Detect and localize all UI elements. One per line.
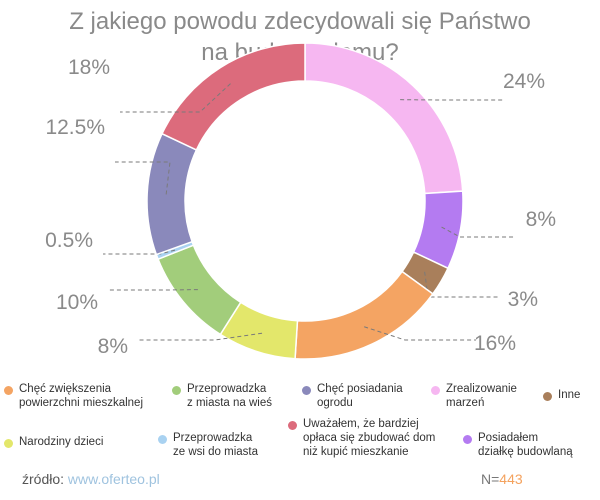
slice-value-label: 24% (503, 70, 545, 93)
legend-item: Chęć zwiększenia powierzchni mieszkalnej (4, 382, 143, 410)
legend-swatch (431, 386, 440, 395)
donut-slice (157, 244, 242, 336)
donut-slice (161, 42, 306, 151)
legend-label: Chęć posiadania ogrodu (317, 383, 403, 409)
leader-line (138, 332, 263, 341)
slice-value-label: 12.5% (45, 116, 105, 139)
legend-swatch (288, 421, 297, 430)
legend-label: Przeprowadzka z miasta na wieś (187, 383, 273, 409)
slice-value-label: 0.5% (45, 229, 93, 252)
slice-value-label: 8% (98, 335, 128, 358)
donut-slice (146, 132, 198, 256)
donut-slice (304, 42, 464, 195)
slice-value-label: 16% (474, 332, 516, 355)
legend-item: Inne (543, 388, 580, 402)
donut-slice (294, 270, 434, 360)
leader-line (120, 83, 231, 113)
legend-label: Zrealizowanie marzeń (446, 383, 517, 409)
legend-item: Posiadałem działkę budowlaną (463, 431, 573, 459)
legend-label: Przeprowadzka ze wsi do miasta (173, 432, 259, 458)
leader-line (424, 271, 498, 298)
legend-item: Narodziny dzieci (4, 435, 103, 449)
legend-swatch (4, 386, 13, 395)
legend-label: Narodziny dzieci (19, 436, 104, 448)
legend-label: Inne (558, 389, 581, 401)
legend-item: Chęć posiadania ogrodu (302, 382, 403, 410)
legend-swatch (543, 392, 552, 401)
sample-size: N=443 (481, 471, 523, 487)
legend-label: Uważałem, że bardziej opłaca się zbudowa… (303, 418, 436, 458)
legend-item: Uważałem, że bardziej opłaca się zbudowa… (288, 417, 435, 459)
donut-chart: 24%8%3%16%8%10%0.5%12.5%18% (45, 42, 556, 360)
legend-item: Zrealizowanie marzeń (431, 382, 517, 410)
legend-item: Przeprowadzka ze wsi do miasta (158, 431, 258, 459)
slice-value-label: 10% (56, 291, 98, 314)
legend-swatch (463, 435, 472, 444)
legend-label: Chęć zwiększenia powierzchni mieszkalnej (19, 383, 143, 409)
slice-value-label: 18% (68, 56, 110, 79)
source-note: źródło: www.oferteo.pl (22, 471, 160, 487)
sample-size-label: N= (481, 471, 500, 487)
leader-line (364, 326, 476, 341)
leader-line (441, 226, 516, 238)
sample-size-value: 443 (499, 471, 523, 487)
legend-item: Przeprowadzka z miasta na wieś (172, 382, 272, 410)
legend-swatch (4, 439, 13, 448)
legend-swatch (172, 386, 181, 395)
legend-label: Posiadałem działkę budowlaną (478, 432, 573, 458)
source-label: źródło: (22, 471, 68, 487)
source-link[interactable]: www.oferteo.pl (67, 471, 160, 487)
leader-line (115, 161, 171, 195)
slice-value-label: 3% (508, 288, 538, 311)
legend-swatch (158, 435, 167, 444)
slice-value-label: 8% (526, 208, 556, 231)
legend-swatch (302, 386, 311, 395)
chart-title-line-1: Z jakiego powodu zdecydowali się Państwo (69, 8, 531, 35)
